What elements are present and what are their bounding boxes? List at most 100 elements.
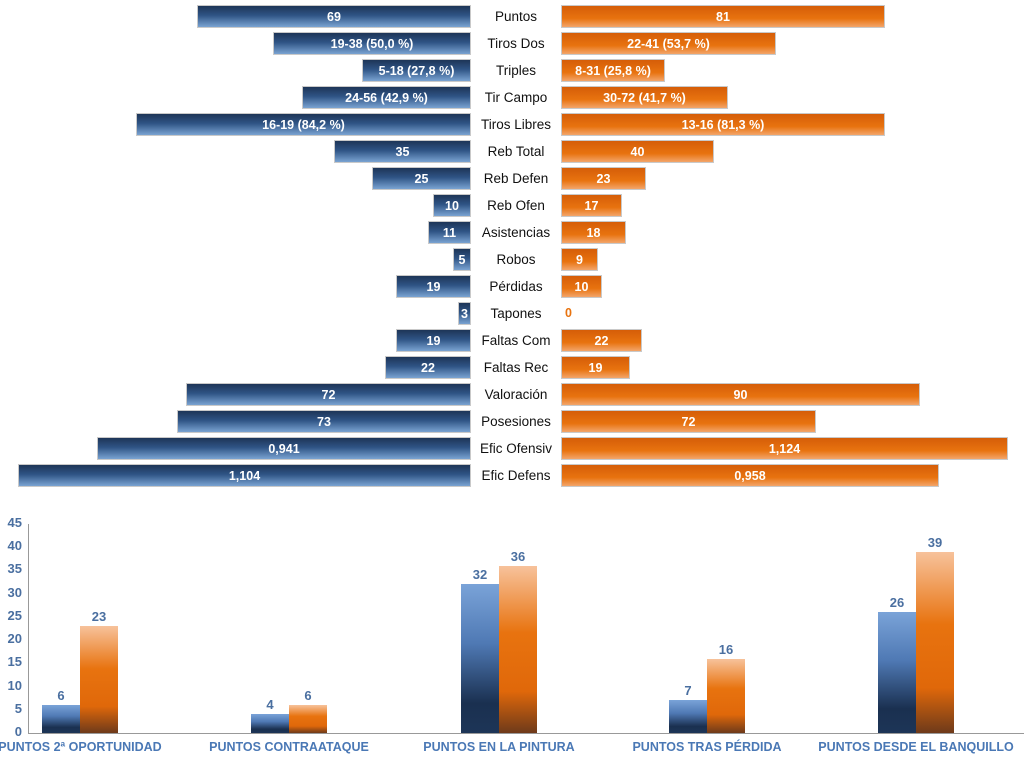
y-tick-label: 35 [7,561,22,577]
bar-visitante [499,565,537,733]
stat-row: 22 Faltas Rec 19 [0,356,1024,379]
bar-visitante [289,705,327,733]
category-label: PUNTOS DESDE EL BANQUILLO [818,740,1014,754]
right-bar: 22 [561,329,642,352]
right-bar: 23 [561,167,646,190]
stat-label: Faltas Com [481,333,551,348]
left-bar: 69 [197,5,471,28]
y-tick-label: 10 [7,677,22,693]
y-axis-line [28,524,29,733]
y-tick-label: 0 [14,724,22,739]
y-tick-label: 5 [14,700,22,716]
stat-row: 72 Valoración 90 [0,383,1024,406]
stat-label: Puntos [494,9,538,24]
left-bar: 0,941 [97,437,471,460]
stat-row: 5-18 (27,8 %) Triples 8-31 (25,8 %) [0,59,1024,82]
right-bar: 72 [561,410,816,433]
left-bar: 10 [433,194,471,217]
bar-visitante [707,658,745,733]
stat-label: Efic Ofensiv [479,441,553,456]
right-bar: 40 [561,140,714,163]
y-tick-label: 25 [7,607,22,623]
stat-label: Tiros Dos [487,36,545,51]
x-axis-line [28,733,1024,734]
left-bar: 11 [428,221,471,244]
y-tick-label: 20 [7,631,22,647]
stat-row: 25 Reb Defen 23 [0,167,1024,190]
stat-label: Triples [495,63,536,78]
stat-label: Reb Total [487,144,545,159]
right-bar: 22-41 (53,7 %) [561,32,776,55]
y-tick-label: 40 [7,538,22,554]
stat-label: Tiros Libres [480,117,552,132]
stat-row: 73 Posesiones 72 [0,410,1024,433]
left-bar: 25 [372,167,471,190]
bar-value-label: 32 [472,567,488,583]
left-bar: 22 [385,356,471,379]
right-bar: 18 [561,221,626,244]
right-bar: 8-31 (25,8 %) [561,59,665,82]
y-tick-label: 30 [7,584,22,600]
right-bar: 0 [565,306,572,320]
stat-row: 19-38 (50,0 %) Tiros Dos 22-41 (53,7 %) [0,32,1024,55]
y-tick-label: 15 [7,654,22,670]
stat-row: 69 Puntos 81 [0,5,1024,28]
left-bar: 19 [396,329,471,352]
right-bar: 90 [561,383,920,406]
bar-value-label: 26 [889,595,905,611]
stat-label: Asistencias [481,225,551,240]
category-label: PUNTOS TRAS PÉRDIDA [632,740,782,754]
stat-row: 10 Reb Ofen 17 [0,194,1024,217]
stat-row: 35 Reb Total 40 [0,140,1024,163]
left-bar: 73 [177,410,471,433]
bar-value-label: 6 [304,688,312,704]
bar-local [669,700,707,733]
bar-local [42,705,80,733]
bar-value-label: 6 [57,688,65,704]
right-bar: 19 [561,356,630,379]
right-bar: 81 [561,5,885,28]
stat-row: 16-19 (84,2 %) Tiros Libres 13-16 (81,3 %) [0,113,1024,136]
stat-row: 11 Asistencias 18 [0,221,1024,244]
right-bar: 17 [561,194,622,217]
right-bar: 0,958 [561,464,939,487]
stat-row: 3 Tapones 0 [0,302,1024,325]
stat-label: Faltas Rec [483,360,549,375]
right-bar: 13-16 (81,3 %) [561,113,885,136]
right-bar: 9 [561,248,598,271]
stat-label: Robos [496,252,536,267]
stat-row: 5 Robos 9 [0,248,1024,271]
bar-visitante [80,626,118,733]
right-bar: 30-72 (41,7 %) [561,86,728,109]
category-label: PUNTOS CONTRAATAQUE [209,740,369,754]
stat-row: 24-56 (42,9 %) Tir Campo 30-72 (41,7 %) [0,86,1024,109]
right-bar: 10 [561,275,602,298]
stat-label: Efic Defens [481,468,551,483]
left-bar: 5 [453,248,471,271]
left-bar: 5-18 (27,8 %) [362,59,471,82]
bar-local [251,714,289,733]
left-bar: 24-56 (42,9 %) [302,86,471,109]
bar-value-label: 16 [718,641,734,657]
left-bar: 35 [334,140,471,163]
bar-value-label: 23 [91,609,107,625]
left-bar: 19 [396,275,471,298]
bar-value-label: 36 [510,548,526,564]
left-bar: 3 [458,302,471,325]
left-bar: 19-38 (50,0 %) [273,32,471,55]
left-bar: 1,104 [18,464,471,487]
stat-label: Valoración [484,387,548,402]
bar-value-label: 39 [927,534,943,550]
bar-value-label: 4 [266,697,274,713]
stat-label: Pérdidas [489,279,543,294]
bar-visitante [916,551,954,733]
stat-label: Reb Ofen [487,198,545,213]
bar-local [878,612,916,733]
stat-row: 1,104 Efic Defens 0,958 [0,464,1024,487]
bar-local [461,584,499,733]
stat-label: Tir Campo [484,90,548,105]
stat-label: Posesiones [481,414,551,429]
stat-label: Tapones [490,306,542,321]
stat-row: 0,941 Efic Ofensiv 1,124 [0,437,1024,460]
stat-row: 19 Pérdidas 10 [0,275,1024,298]
